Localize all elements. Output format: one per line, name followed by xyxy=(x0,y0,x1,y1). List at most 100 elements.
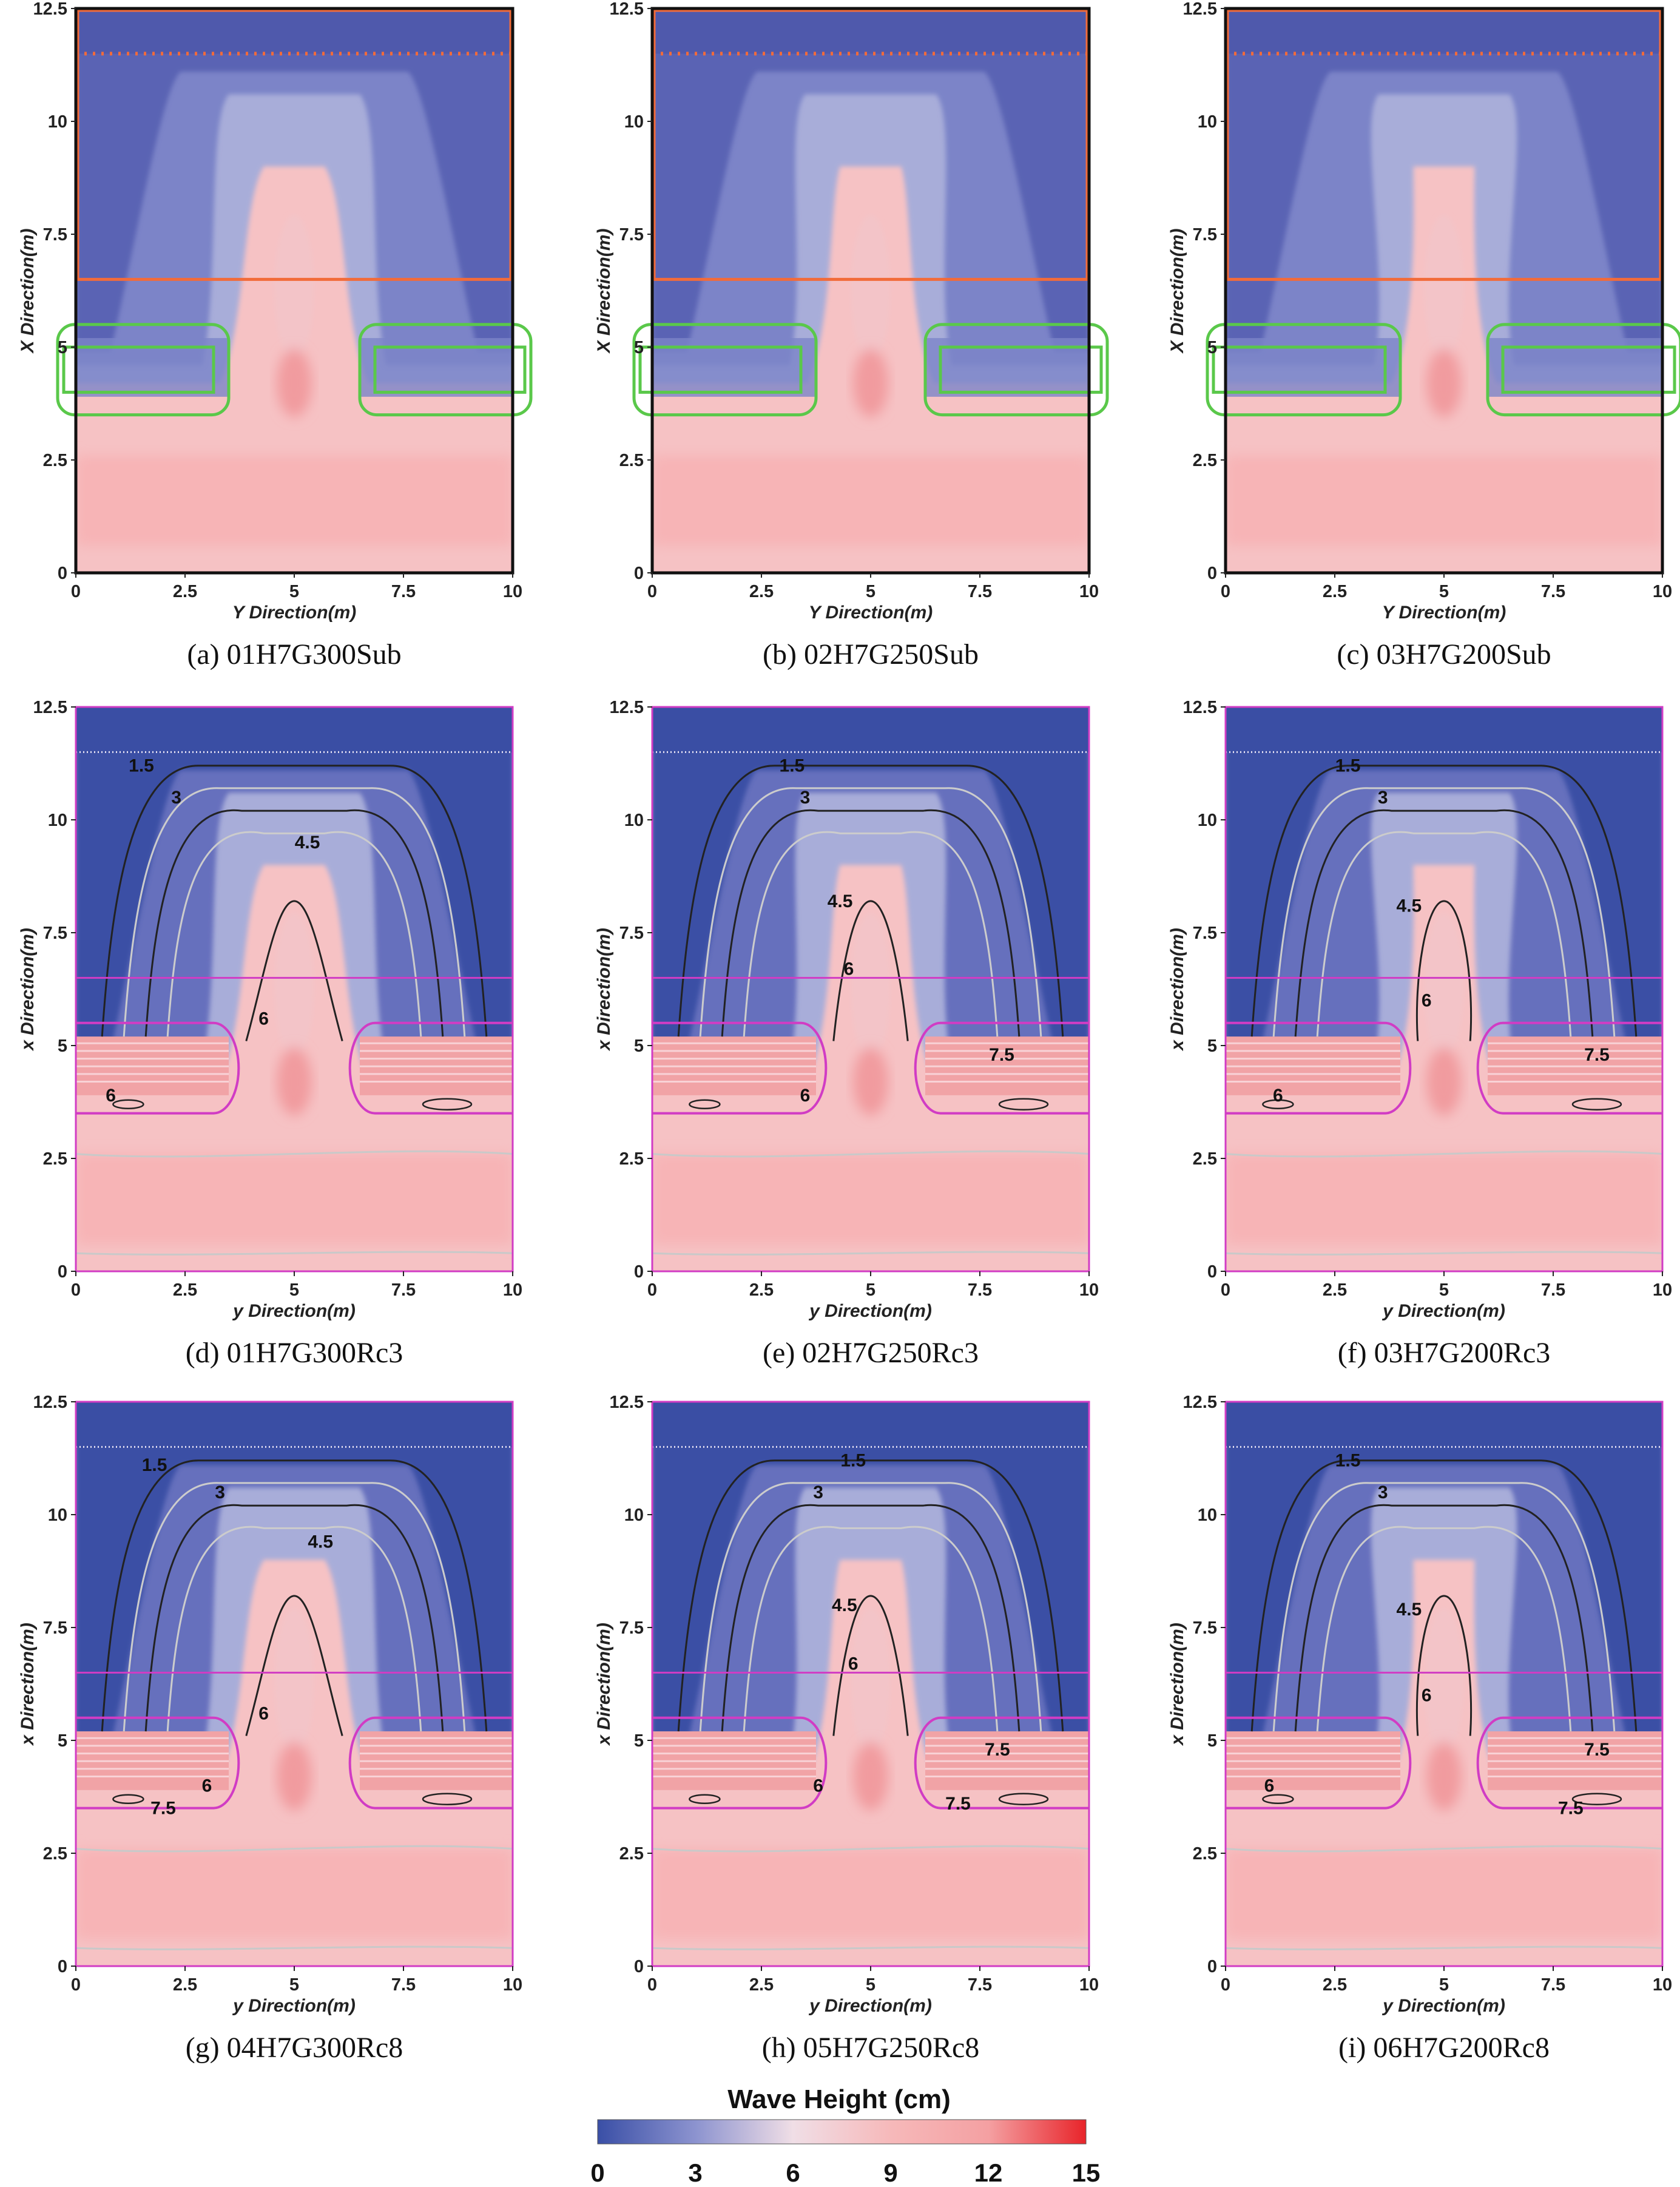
sheltered-zone-mid xyxy=(652,8,1089,365)
y-tick-label: 0 xyxy=(634,1262,644,1282)
panel-caption: (i) 06H7G200Rc8 xyxy=(1338,2032,1550,2064)
x-tick-label: 5 xyxy=(866,1975,875,1995)
colorbar-tick-label: 3 xyxy=(688,2158,702,2187)
panel-a: 0 2.5 5 7.5 10 12.5 0 2.5 5 7.5 10 Y Direction(m) X … xyxy=(18,0,533,671)
panel-b: 0 2.5 5 7.5 10 12.5 0 2.5 5 7.5 10 Y Direction(m) X … xyxy=(594,0,1109,671)
x-tick-label: 0 xyxy=(71,582,81,601)
y-axis-title: x Direction(m) xyxy=(1167,1623,1187,1746)
contour-label: 3 xyxy=(800,788,811,808)
contour-line xyxy=(1250,765,1638,1037)
x-tick-label: 0 xyxy=(647,1280,657,1300)
y-tick-label: 7.5 xyxy=(43,1618,67,1638)
x-tick-label: 0 xyxy=(1221,1280,1230,1300)
contour-label: 1.5 xyxy=(840,1451,866,1471)
y-tick-label: 5 xyxy=(634,338,644,357)
y-tick-label: 5 xyxy=(58,338,67,357)
breakwater-outline xyxy=(358,323,533,417)
breakwater-outline xyxy=(652,1716,828,1810)
x-tick-label: 10 xyxy=(503,1975,522,1995)
x-tick-label: 7.5 xyxy=(391,582,416,601)
x-tick-label: 7.5 xyxy=(1541,582,1565,601)
y-tick-label: 0 xyxy=(1207,1957,1217,1976)
x-axis-title: y Direction(m) xyxy=(1381,1301,1505,1321)
contour-line xyxy=(699,787,1042,1037)
panel-caption: (b) 02H7G250Sub xyxy=(763,638,979,671)
x-tick-label: 5 xyxy=(1439,582,1449,601)
band-pink xyxy=(652,455,1089,546)
contour-label: 6 xyxy=(844,959,854,979)
sheltered-zone-mid xyxy=(1226,707,1662,1064)
contour-line xyxy=(1294,809,1594,1037)
x-tick-label: 10 xyxy=(503,582,522,601)
x-tick-label: 5 xyxy=(866,582,875,601)
x-tick-label: 5 xyxy=(1439,1975,1449,1995)
y-tick-label: 2.5 xyxy=(43,451,67,470)
y-tick-label: 5 xyxy=(1207,338,1217,357)
contour-label: 6 xyxy=(202,1776,212,1796)
contour-line xyxy=(245,1595,343,1736)
y-tick-label: 5 xyxy=(58,1036,67,1056)
y-tick-label: 2.5 xyxy=(1193,1844,1217,1864)
jet-peak xyxy=(1426,1742,1462,1811)
contour-label: 3 xyxy=(171,788,181,808)
contour-line xyxy=(76,1845,513,1853)
heatmap-field xyxy=(652,8,1089,573)
contour-label: 6 xyxy=(813,1776,823,1796)
y-tick-label: 7.5 xyxy=(619,924,644,943)
x-tick-label: 2.5 xyxy=(749,1975,774,1995)
contour-line xyxy=(1272,787,1616,1037)
y-tick-label: 0 xyxy=(1207,564,1217,583)
y-tick-label: 12.5 xyxy=(33,0,67,19)
breakwater-outline xyxy=(348,1716,513,1810)
contour-label: 4.5 xyxy=(308,1532,333,1552)
contour-line xyxy=(76,1150,513,1158)
x-tick-label: 0 xyxy=(1221,1975,1230,1995)
heatmap-field xyxy=(1226,1402,1662,1966)
contour-label: 6 xyxy=(1422,1686,1432,1706)
breakwater-inner-outline xyxy=(373,345,527,394)
panel-caption: (g) 04H7G300Rc8 xyxy=(186,2032,403,2064)
y-axis-title: x Direction(m) xyxy=(594,928,614,1052)
band-pink xyxy=(76,455,513,546)
heatmap-field xyxy=(76,1402,513,1966)
x-tick-label: 10 xyxy=(1079,1975,1099,1995)
sheltered-zone-mid xyxy=(1226,1402,1662,1759)
contour-line xyxy=(76,1945,513,1950)
y-tick-label: 7.5 xyxy=(1193,1618,1217,1638)
contour-line xyxy=(1226,1150,1662,1158)
y-tick-label: 2.5 xyxy=(1193,1149,1217,1169)
y-axis-title: X Direction(m) xyxy=(594,228,614,354)
breakwater-inner-outline xyxy=(1501,345,1676,394)
y-axis-title: x Direction(m) xyxy=(18,1623,38,1746)
x-tick-label: 7.5 xyxy=(968,1280,992,1300)
breakwater-outline xyxy=(56,323,231,417)
contour-line xyxy=(652,1845,1089,1853)
contour-line xyxy=(245,900,343,1041)
x-axis-title: y Direction(m) xyxy=(232,1996,356,2016)
heatmap-field xyxy=(76,707,513,1271)
panel-d: 1.5 3 4.5 6 6 0 2.5 5 7.5 10 12.5 0 2.5 5 7.5 10 y Direc… xyxy=(18,698,522,1369)
jet-core xyxy=(274,1608,314,1756)
y-tick-label: 7.5 xyxy=(619,1618,644,1638)
breakwater-inner-outline xyxy=(1212,345,1387,394)
jet-core xyxy=(274,215,314,362)
contour-label: 7.5 xyxy=(945,1794,971,1814)
contour-line xyxy=(1226,1251,1662,1256)
jet-peak xyxy=(277,1047,312,1116)
y-axis-title: x Direction(m) xyxy=(1167,928,1187,1052)
x-tick-label: 2.5 xyxy=(749,1280,774,1300)
x-tick-label: 10 xyxy=(1079,582,1099,601)
jet-core xyxy=(1424,913,1464,1061)
contour-line xyxy=(743,831,999,1037)
contour-label: 6 xyxy=(800,1086,811,1106)
contour-label: 6 xyxy=(1264,1776,1275,1796)
y-tick-label: 7.5 xyxy=(1193,924,1217,943)
y-tick-label: 0 xyxy=(58,564,67,583)
offshore-strip xyxy=(1226,1402,1662,1447)
contour-line xyxy=(1250,1459,1638,1732)
y-axis-title: X Direction(m) xyxy=(1167,228,1187,354)
contour-label: 1.5 xyxy=(129,756,154,776)
contour-line xyxy=(832,1595,909,1736)
y-tick-label: 10 xyxy=(48,1506,67,1525)
breakwater-inner-outline xyxy=(939,345,1103,394)
